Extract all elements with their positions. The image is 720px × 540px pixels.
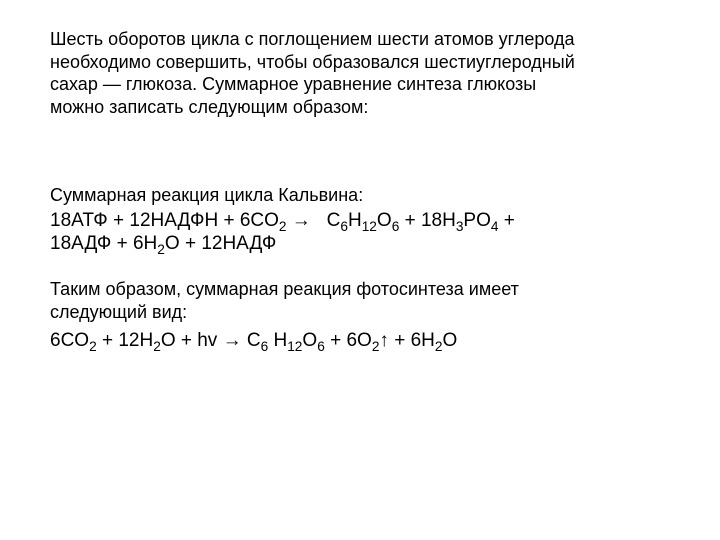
calvin-eq-line2: 18АДФ + 6H2O + 12НАДФ bbox=[50, 233, 276, 254]
calvin-equation: 18АТФ + 12НАДФН + 6CO2 → C6H12O6 + 18H3P… bbox=[50, 209, 670, 257]
spacer bbox=[50, 124, 670, 184]
intro-line2: необходимо совершить, чтобы образовался … bbox=[50, 52, 575, 72]
photo-eq: 6CO2 + 12H2O + hv → C6 H12O6 + 6O2↑ + 6H… bbox=[50, 330, 457, 351]
photosynthesis-intro: Таким образом, суммарная реакция фотосин… bbox=[50, 278, 670, 323]
photosynthesis-equation: 6CO2 + 12H2O + hv → C6 H12O6 + 6O2↑ + 6H… bbox=[50, 329, 670, 353]
calvin-title: Суммарная реакция цикла Кальвина: bbox=[50, 184, 670, 207]
spacer-small bbox=[50, 262, 670, 278]
intro-paragraph: Шесть оборотов цикла с поглощением шести… bbox=[50, 28, 670, 118]
photo-intro-line2: следующий вид: bbox=[50, 302, 187, 322]
calvin-eq-line1: 18АТФ + 12НАДФН + 6CO2 → C6H12O6 + 18H3P… bbox=[50, 210, 515, 231]
photo-intro-line1: Таким образом, суммарная реакция фотосин… bbox=[50, 279, 519, 299]
slide-content: Шесть оборотов цикла с поглощением шести… bbox=[0, 0, 720, 379]
intro-line4: можно записать следующим образом: bbox=[50, 97, 368, 117]
intro-line3: сахар — глюкоза. Суммарное уравнение син… bbox=[50, 74, 536, 94]
intro-line1: Шесть оборотов цикла с поглощением шести… bbox=[50, 29, 575, 49]
